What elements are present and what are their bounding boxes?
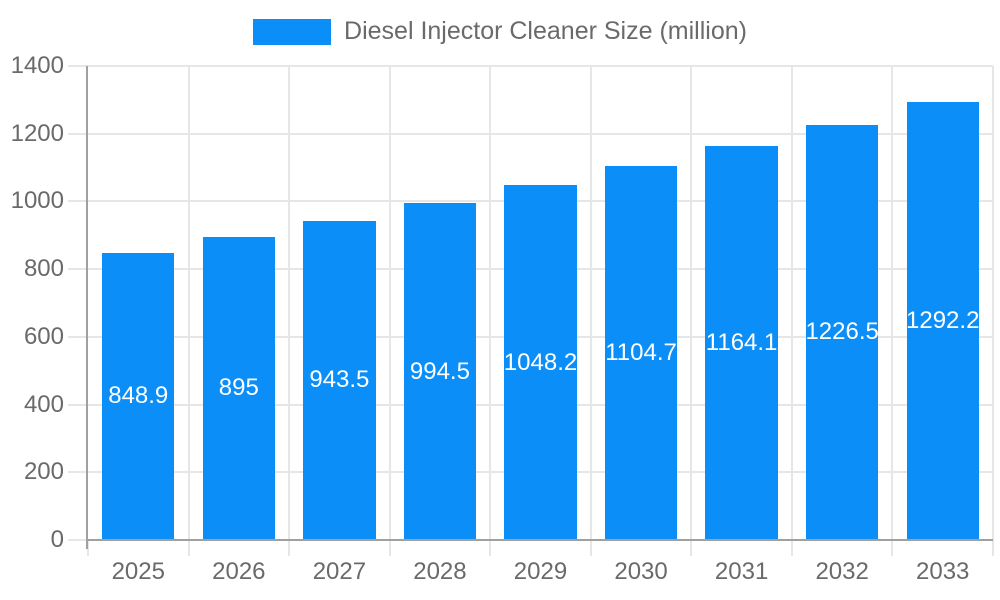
bar[interactable]: 1164.1 <box>705 145 778 540</box>
bar[interactable]: 1292.2 <box>906 102 980 540</box>
bar[interactable]: 848.9 <box>102 252 175 540</box>
y-axis-tick <box>68 403 88 406</box>
x-axis-category-label: 2033 <box>916 558 970 585</box>
bar[interactable]: 943.5 <box>303 220 376 540</box>
y-axis-tick-label: 1400 <box>10 52 64 79</box>
x-axis-line <box>86 539 993 541</box>
x-axis-category-label: 2030 <box>614 558 668 585</box>
bar-value-label: 994.5 <box>409 357 470 385</box>
x-axis-tick <box>891 540 894 556</box>
x-axis-tick <box>187 540 190 556</box>
gridline-vertical <box>992 66 994 540</box>
gridline-vertical <box>388 66 391 540</box>
x-axis-tick <box>992 540 994 556</box>
bar[interactable]: 895 <box>202 236 276 540</box>
gridline-vertical <box>790 66 793 540</box>
gridline-vertical <box>187 66 190 540</box>
y-axis-tick <box>68 200 88 203</box>
gridline-vertical <box>589 66 592 540</box>
x-axis-tick <box>690 540 693 556</box>
x-axis-tick <box>388 540 391 556</box>
y-axis-tick-label: 600 <box>23 322 64 350</box>
gridline-vertical <box>690 66 693 540</box>
gridline-horizontal <box>88 132 993 135</box>
bar[interactable]: 994.5 <box>403 203 477 540</box>
bar[interactable]: 1048.2 <box>503 185 578 540</box>
x-axis-tick <box>87 540 89 556</box>
x-axis-category-label: 2027 <box>312 558 367 585</box>
bar-value-label: 1048.2 <box>503 348 578 376</box>
x-axis-tick <box>288 540 291 556</box>
gridline-horizontal <box>88 65 993 67</box>
x-axis-category-label: 2028 <box>413 558 467 585</box>
gridline-vertical <box>891 66 894 540</box>
x-axis-category-label: 2032 <box>815 558 869 585</box>
gridline-vertical <box>288 66 291 540</box>
bar-value-label: 1104.7 <box>605 338 677 366</box>
y-axis-tick <box>68 471 88 474</box>
y-axis-tick <box>68 335 88 338</box>
legend[interactable]: Diesel Injector Cleaner Size (million) <box>0 17 1000 46</box>
x-axis-category-label: 2025 <box>111 558 165 585</box>
y-axis-tick <box>68 268 88 271</box>
bar-value-label: 895 <box>218 374 259 402</box>
y-axis-tick-label: 200 <box>23 458 64 486</box>
x-axis-tick <box>489 540 492 556</box>
y-axis-tick <box>68 539 88 541</box>
x-axis-category-label: 2029 <box>513 558 568 585</box>
y-axis-tick-label: 800 <box>23 255 64 283</box>
bar-value-label: 848.9 <box>108 382 169 410</box>
x-axis-tick <box>589 540 592 556</box>
x-axis-tick <box>790 540 793 556</box>
y-axis-tick-label: 0 <box>50 526 64 553</box>
legend-swatch-icon <box>253 18 332 45</box>
y-axis-tick <box>68 132 88 135</box>
x-axis-category-label: 2026 <box>212 558 266 585</box>
y-axis-tick <box>68 65 88 67</box>
gridline-vertical <box>489 66 492 540</box>
bar-value-label: 943.5 <box>309 366 370 394</box>
bar[interactable]: 1104.7 <box>604 165 678 540</box>
bar-value-label: 1164.1 <box>705 328 778 356</box>
y-axis-tick-label: 1200 <box>10 119 64 147</box>
y-axis-tick-label: 400 <box>23 390 64 418</box>
bar-value-label: 1226.5 <box>805 318 879 346</box>
x-axis-category-label: 2031 <box>714 558 769 585</box>
y-axis-tick-label: 1000 <box>10 187 64 215</box>
y-axis-line <box>86 66 88 549</box>
legend-label: Diesel Injector Cleaner Size (million) <box>344 17 747 45</box>
bar[interactable]: 1226.5 <box>805 124 879 540</box>
bar-value-label: 1292.2 <box>906 307 980 335</box>
